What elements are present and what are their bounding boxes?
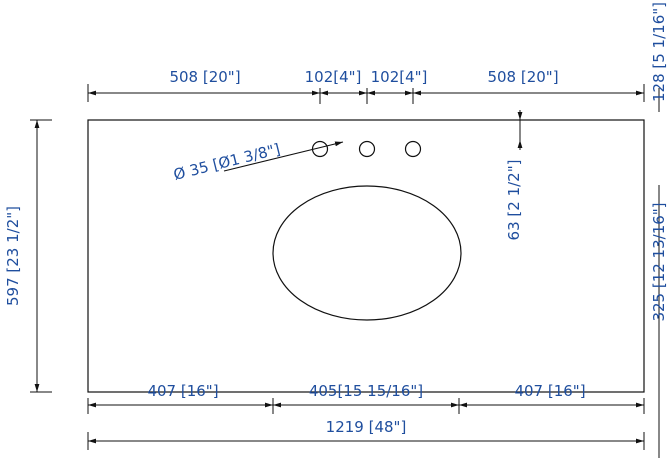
dim-overall-width: 1219 [48"] xyxy=(326,418,407,436)
overall-width-dimension xyxy=(87,432,645,450)
dim-bottom-middle: 405[15 15/16"] xyxy=(309,382,423,400)
sink-basin xyxy=(272,185,462,321)
hole-diameter-leader xyxy=(223,141,344,172)
dim-top-right: 508 [20"] xyxy=(487,68,558,86)
bottom-segment-dimension xyxy=(87,398,645,414)
dim-hole-diameter: Ø 35 [Ø1 3/8"] xyxy=(172,140,282,184)
faucet-hole-center xyxy=(358,140,376,158)
dim-left-height: 597 [23 1/2"] xyxy=(4,206,22,306)
left-height-dimension xyxy=(30,119,52,393)
dim-top-left: 508 [20"] xyxy=(169,68,240,86)
dim-hole-spacing-left: 102[4"] xyxy=(305,68,362,86)
top-dimension-line xyxy=(87,84,645,104)
dim-hole-to-edge: 63 [2 1/2"] xyxy=(505,160,523,241)
countertop-outline xyxy=(87,119,645,393)
dim-right-middle: 325 [12 13/16"] xyxy=(650,202,668,321)
dim-bottom-left: 407 [16"] xyxy=(147,382,218,400)
dim-hole-spacing-right: 102[4"] xyxy=(371,68,428,86)
dim-right-top: 128 [5 1/16"] xyxy=(650,2,668,102)
faucet-hole-right xyxy=(404,140,422,158)
dim-bottom-right: 407 [16"] xyxy=(514,382,585,400)
